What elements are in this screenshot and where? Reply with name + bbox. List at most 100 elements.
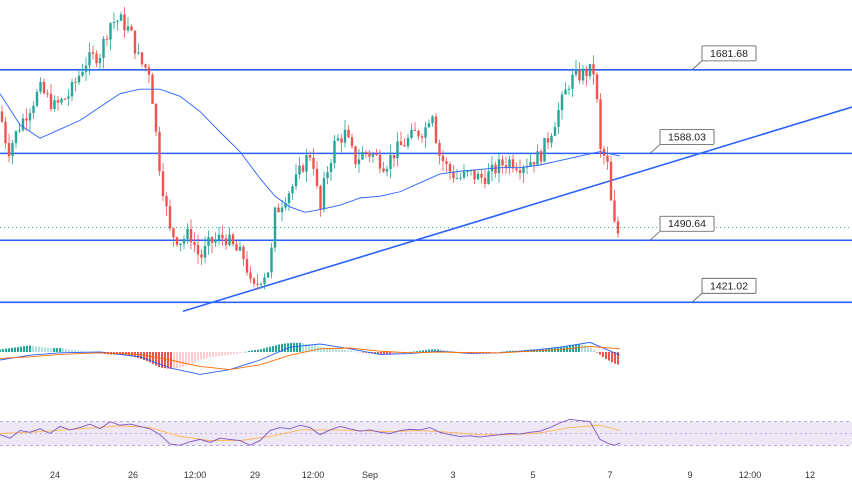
macd-histogram-bar: [347, 350, 349, 352]
x-tick-label: Sep: [362, 470, 378, 480]
candle: [280, 199, 284, 222]
x-tick-label: 9: [687, 470, 692, 480]
candle-body: [322, 178, 326, 210]
candle: [151, 73, 154, 104]
candle: [431, 114, 434, 127]
macd-histogram-bar: [293, 342, 295, 352]
macd-histogram-bar: [584, 345, 586, 352]
candle: [42, 78, 46, 95]
candle-body: [410, 129, 413, 138]
candle-body: [385, 168, 389, 172]
candle-body: [364, 152, 368, 154]
candle: [147, 64, 151, 84]
candle: [616, 216, 620, 238]
candle: [553, 121, 557, 137]
candle-body: [585, 68, 588, 77]
candle: [543, 137, 546, 162]
candle-body: [571, 74, 574, 89]
macd-histogram-bar: [305, 343, 307, 352]
candle: [25, 108, 28, 131]
candle: [291, 183, 294, 201]
candle: [294, 164, 298, 191]
candle-body: [25, 118, 28, 121]
macd-histogram-bar: [164, 352, 166, 369]
macd-histogram-bar: [314, 345, 316, 352]
candle: [609, 155, 613, 201]
candle-body: [539, 151, 543, 162]
candle-body: [578, 69, 581, 81]
macd-histogram-bar: [44, 347, 46, 352]
candle: [221, 225, 224, 247]
macd-histogram-bar: [23, 346, 25, 352]
candle-body: [462, 171, 466, 178]
candle: [473, 170, 476, 185]
candle-body: [53, 100, 56, 110]
candle-body: [448, 164, 452, 172]
candle-body: [508, 159, 511, 168]
candle-body: [609, 161, 613, 201]
candle: [210, 236, 214, 254]
candle-body: [217, 234, 221, 240]
macd-histogram-bar: [320, 346, 322, 352]
candle: [578, 62, 581, 84]
candle: [179, 243, 182, 252]
macd-histogram-bar: [452, 351, 454, 352]
candle: [259, 282, 263, 290]
candle-body: [210, 237, 214, 243]
candle-body: [235, 244, 238, 251]
macd-histogram-bar: [395, 352, 397, 354]
candle: [364, 150, 368, 158]
candle: [350, 133, 354, 149]
candle: [238, 241, 242, 251]
macd-histogram-bar: [599, 352, 601, 355]
macd-histogram-bar: [611, 352, 613, 363]
candle: [504, 156, 508, 174]
macd-histogram-bar: [497, 352, 499, 353]
candle-body: [280, 207, 284, 213]
macd-histogram-bar: [281, 343, 283, 352]
candle-body: [119, 14, 123, 21]
candle-body: [7, 143, 11, 157]
candle: [403, 138, 406, 147]
macd-histogram-bar: [11, 347, 13, 352]
candle: [189, 219, 193, 250]
candle: [536, 144, 539, 165]
candle-body: [326, 172, 329, 179]
macd-histogram-bar: [140, 352, 142, 359]
candle-body: [532, 161, 536, 165]
macd-histogram-bar: [272, 346, 274, 352]
candle: [588, 64, 592, 80]
macd-histogram-bar: [215, 352, 217, 357]
candle: [392, 154, 396, 168]
candle: [567, 85, 571, 96]
candle-body: [18, 130, 21, 132]
candle: [613, 189, 616, 223]
x-tick-label: 26: [128, 470, 138, 480]
candle-body: [116, 20, 119, 22]
x-tick-label: 12:00: [302, 470, 325, 480]
candle: [214, 232, 217, 247]
candle: [441, 150, 445, 171]
time-axis: 24 26 12:00 29 12:00 Sep 3 5 7 9 12:00 12: [50, 470, 815, 480]
macd-histogram-bar: [218, 352, 220, 357]
candle-body: [357, 159, 361, 165]
candle-body: [588, 64, 592, 77]
candle-body: [172, 228, 175, 238]
macd-histogram-bar: [341, 349, 343, 352]
x-tick-label: 5: [530, 470, 535, 480]
macd-histogram-bar: [185, 352, 187, 366]
macd-histogram-bar: [77, 350, 79, 352]
candle-body: [102, 38, 105, 59]
candle-body: [483, 177, 487, 184]
candle-body: [154, 103, 158, 132]
macd-histogram-bar: [179, 352, 181, 368]
candle-body: [42, 81, 46, 94]
candle-body: [207, 237, 210, 247]
macd-histogram-bar: [437, 349, 439, 352]
candle-body: [557, 110, 560, 127]
macd-histogram-bar: [440, 349, 442, 352]
candle-body: [613, 200, 616, 222]
rsi-line: [0, 418, 621, 446]
candle: [571, 68, 574, 98]
candle: [168, 199, 172, 232]
